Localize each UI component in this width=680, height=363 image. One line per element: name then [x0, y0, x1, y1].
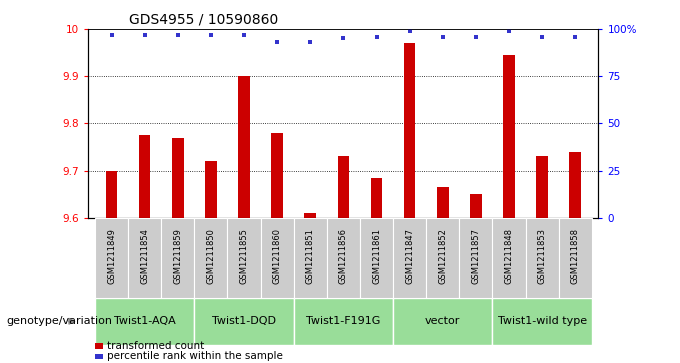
Text: vector: vector — [425, 316, 460, 326]
Point — [172, 32, 183, 38]
Bar — [371, 178, 382, 218]
Bar — [294, 298, 393, 345]
Bar — [271, 133, 283, 218]
Point — [338, 36, 349, 41]
Text: percentile rank within the sample: percentile rank within the sample — [107, 351, 284, 362]
Bar — [337, 156, 350, 218]
Text: GSM1211849: GSM1211849 — [107, 228, 116, 284]
Bar — [161, 218, 194, 298]
Bar — [426, 218, 459, 298]
Bar — [294, 218, 327, 298]
Bar — [360, 218, 393, 298]
Point — [471, 34, 481, 40]
Bar — [128, 218, 161, 298]
Point — [504, 28, 515, 34]
Point — [537, 34, 547, 40]
Text: GSM1211857: GSM1211857 — [471, 228, 480, 284]
Point — [106, 32, 117, 38]
Text: Twist1-DQD: Twist1-DQD — [212, 316, 276, 326]
Bar — [327, 218, 360, 298]
Bar — [228, 218, 260, 298]
Bar — [569, 152, 581, 218]
Point — [305, 39, 316, 45]
Text: GSM1211858: GSM1211858 — [571, 228, 580, 284]
Bar — [139, 135, 150, 218]
Point — [205, 32, 216, 38]
Text: Twist1-AQA: Twist1-AQA — [114, 316, 175, 326]
Point — [139, 32, 150, 38]
Text: transformed count: transformed count — [107, 341, 205, 351]
Point — [239, 32, 250, 38]
Bar — [492, 218, 526, 298]
Text: GSM1211859: GSM1211859 — [173, 228, 182, 284]
Text: Twist1-F191G: Twist1-F191G — [306, 316, 381, 326]
Bar — [172, 138, 184, 218]
Text: GSM1211847: GSM1211847 — [405, 228, 414, 284]
Text: GSM1211848: GSM1211848 — [505, 228, 513, 284]
Text: GSM1211856: GSM1211856 — [339, 228, 348, 284]
Text: GSM1211854: GSM1211854 — [140, 228, 149, 284]
Bar — [393, 218, 426, 298]
Text: genotype/variation: genotype/variation — [7, 316, 113, 326]
Bar — [437, 187, 449, 218]
Point — [437, 34, 448, 40]
Bar — [106, 171, 118, 218]
Bar — [393, 298, 492, 345]
Text: GDS4955 / 10590860: GDS4955 / 10590860 — [129, 12, 278, 26]
Bar — [260, 218, 294, 298]
Bar — [95, 298, 194, 345]
Bar — [95, 218, 128, 298]
Point — [404, 28, 415, 34]
Bar — [404, 43, 415, 218]
Point — [272, 39, 283, 45]
Bar — [205, 161, 217, 218]
Point — [371, 34, 382, 40]
Bar — [559, 218, 592, 298]
Bar — [194, 298, 294, 345]
Point — [570, 34, 581, 40]
Bar — [492, 298, 592, 345]
Bar — [238, 76, 250, 218]
Text: Twist1-wild type: Twist1-wild type — [498, 316, 587, 326]
Text: GSM1211851: GSM1211851 — [306, 228, 315, 284]
Text: GSM1211861: GSM1211861 — [372, 228, 381, 284]
Text: GSM1211850: GSM1211850 — [207, 228, 216, 284]
Bar — [537, 156, 548, 218]
Bar — [526, 218, 559, 298]
Text: GSM1211855: GSM1211855 — [239, 228, 249, 284]
Bar — [305, 213, 316, 218]
Bar — [503, 55, 515, 218]
Bar — [194, 218, 228, 298]
Bar — [470, 194, 481, 218]
Text: GSM1211852: GSM1211852 — [438, 228, 447, 284]
Text: GSM1211860: GSM1211860 — [273, 228, 282, 284]
Text: GSM1211853: GSM1211853 — [538, 228, 547, 284]
Bar — [459, 218, 492, 298]
